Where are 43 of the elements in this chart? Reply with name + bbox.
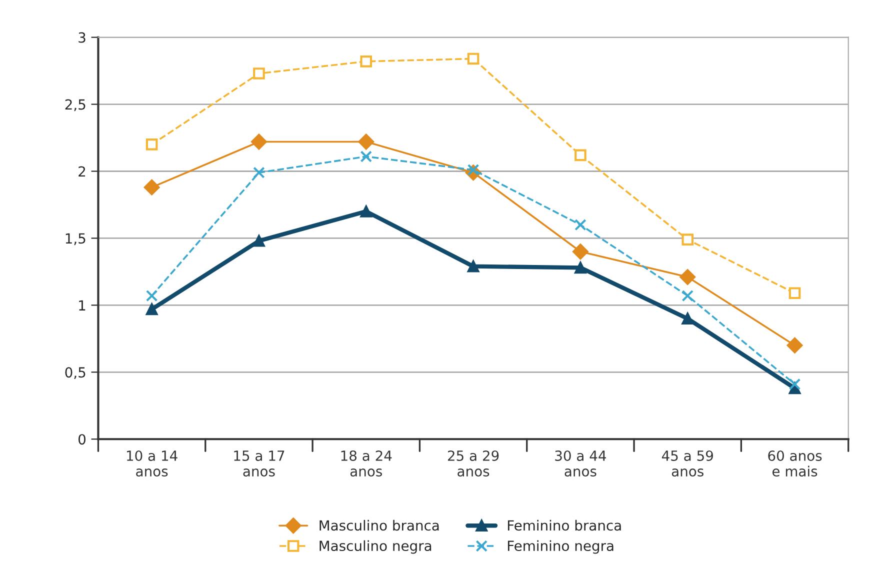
y-tick-label: 2	[78, 166, 86, 177]
point	[788, 287, 801, 300]
point	[682, 312, 694, 324]
point	[574, 218, 586, 231]
point	[467, 260, 480, 272]
y-tick-label: 1	[79, 300, 86, 310]
y-tick-label: 2,5	[65, 99, 86, 112]
y-tick-label: 0	[78, 434, 86, 445]
legend-label: Feminino negra	[508, 540, 614, 554]
point	[360, 150, 372, 162]
y-tick-label: 3	[78, 32, 86, 43]
point	[146, 290, 158, 302]
point	[146, 138, 158, 150]
point	[146, 303, 158, 316]
point	[253, 68, 265, 80]
point	[251, 134, 267, 150]
point	[253, 234, 265, 247]
x-tick-label: 10 a 14 anos	[126, 450, 178, 477]
x-tick-label: 15 a 17 anos	[234, 450, 284, 477]
point	[467, 52, 480, 65]
point	[360, 206, 372, 218]
point	[144, 179, 160, 196]
x-tick-label: 30 a 44 anos	[555, 450, 606, 477]
point	[574, 149, 586, 162]
point	[253, 166, 265, 178]
point	[574, 262, 586, 274]
point	[572, 244, 588, 260]
legend-label: Masculino negra	[320, 540, 432, 554]
x-tick-label: 25 a 29 anos	[448, 450, 499, 477]
point	[358, 134, 374, 150]
legend-label: Masculino branca	[320, 520, 439, 531]
x-tick-label: 45 a 59 anos	[662, 450, 713, 477]
legend-label: Feminino branca	[508, 520, 621, 531]
x-tick-label: 60 anos e mais	[768, 450, 822, 477]
point	[360, 56, 372, 68]
y-tick-label: 0,5	[65, 367, 86, 380]
y-tick-label: 1,5	[66, 233, 86, 246]
point	[682, 234, 694, 246]
point	[788, 378, 801, 390]
point	[786, 337, 803, 354]
point	[682, 290, 694, 302]
x-tick-label: 18 a 24 anos	[341, 450, 392, 477]
point	[680, 269, 696, 285]
